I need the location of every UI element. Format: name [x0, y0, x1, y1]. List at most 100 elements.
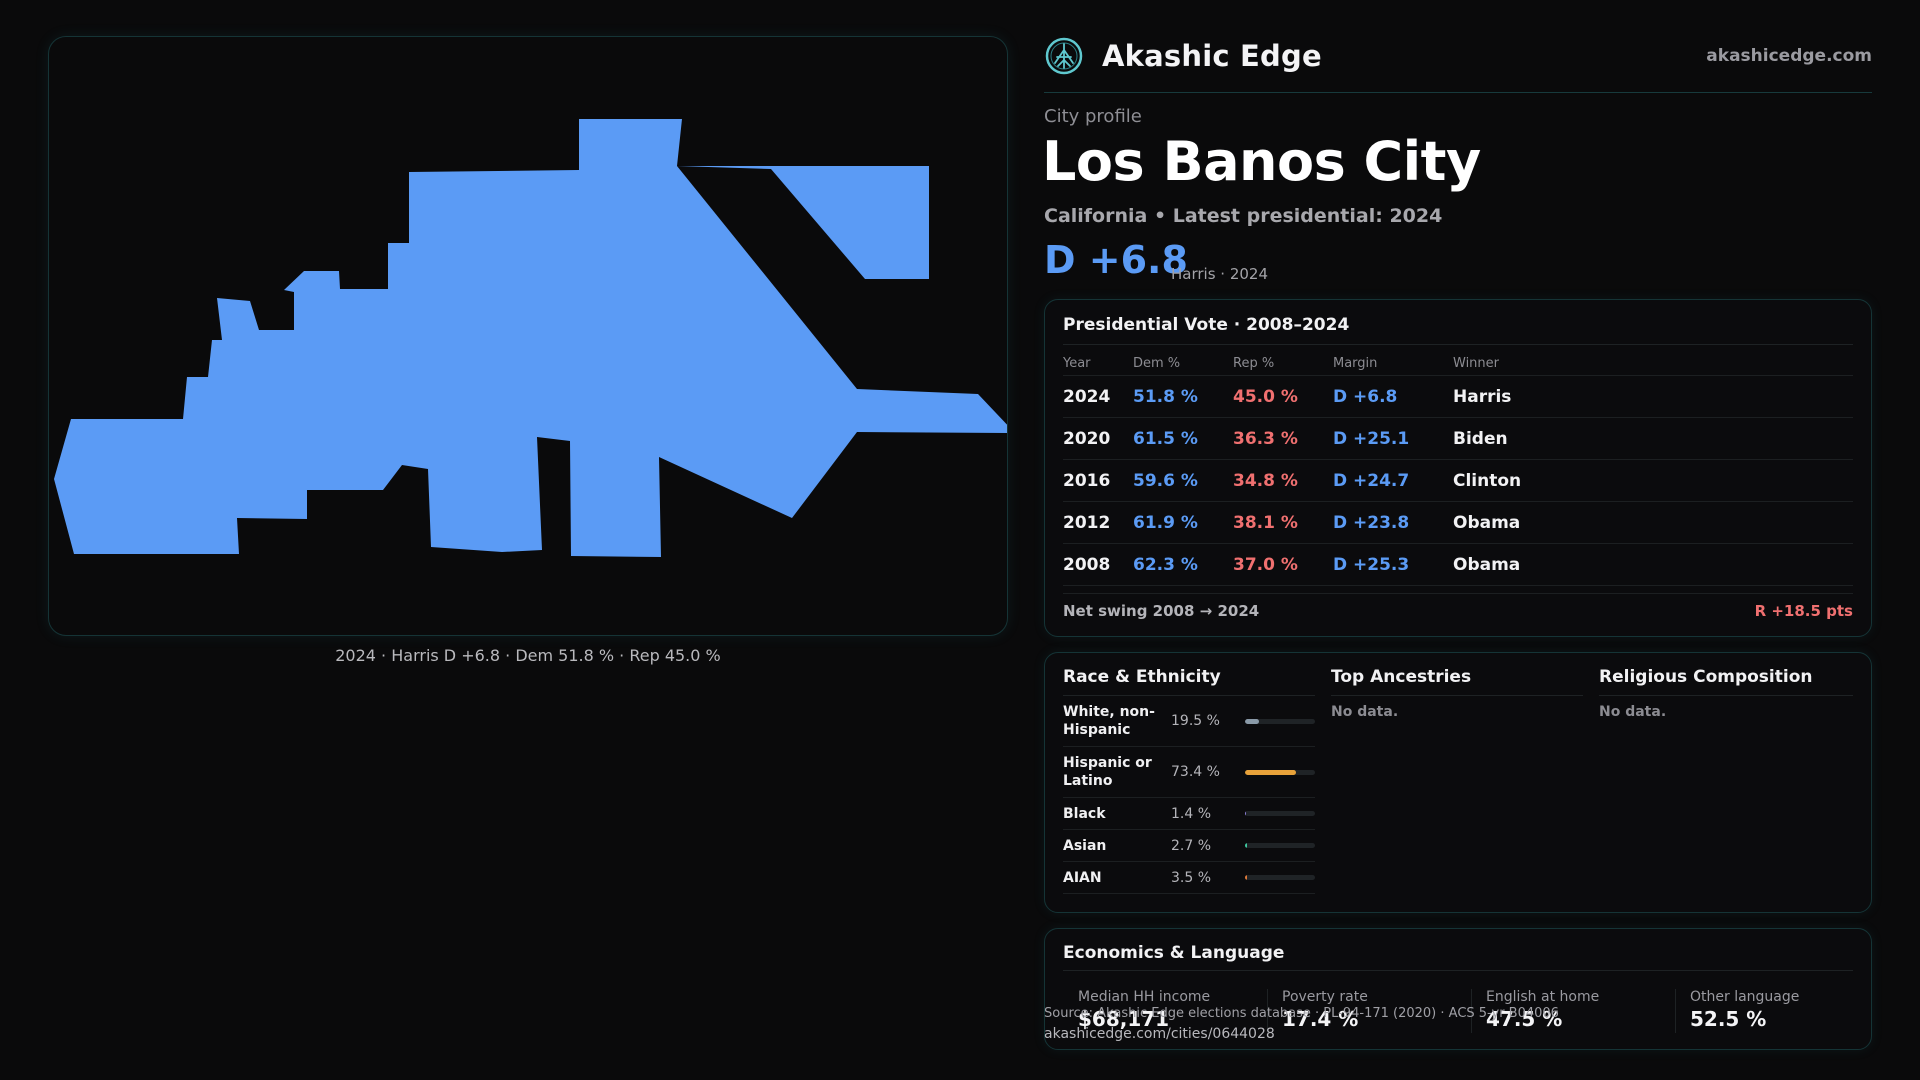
- dem-pct-cell: 61.5 %: [1133, 429, 1198, 449]
- race-pct: 19.5 %: [1171, 713, 1220, 729]
- year-cell: 2020: [1063, 429, 1111, 449]
- column-header-rep[interactable]: Rep %: [1233, 356, 1275, 371]
- winner-cell: Biden: [1453, 429, 1508, 449]
- source-citation: Source: Akashic Edge elections database …: [1044, 1006, 1559, 1021]
- section-divider: [1063, 695, 1315, 696]
- race-label: Black: [1063, 805, 1106, 822]
- table-row[interactable]: 2012 61.9 % 38.1 % D +23.8 Obama: [1063, 502, 1853, 544]
- city-boundary-map[interactable]: [48, 36, 1008, 636]
- year-cell: 2008: [1063, 555, 1111, 575]
- race-bar: [1245, 843, 1315, 848]
- race-pct: 1.4 %: [1171, 805, 1212, 822]
- presidential-vote-table: Year Dem % Rep % Margin Winner 2024 51.8…: [1063, 350, 1853, 586]
- column-header-year[interactable]: Year: [1063, 356, 1091, 371]
- ancestries-title: Top Ancestries: [1331, 667, 1472, 687]
- column-header-winner[interactable]: Winner: [1453, 356, 1500, 371]
- dem-pct-cell: 61.9 %: [1133, 513, 1198, 533]
- year-cell: 2016: [1063, 471, 1111, 491]
- economics-title: Economics & Language: [1063, 943, 1285, 963]
- brand[interactable]: Akashic Edge: [1044, 36, 1322, 76]
- card-divider: [1063, 344, 1853, 345]
- race-ethnicity-title: Race & Ethnicity: [1063, 667, 1221, 687]
- race-label: Asian: [1063, 837, 1107, 854]
- stat-divider: [1675, 989, 1676, 1033]
- map-canvas: [54, 119, 1008, 557]
- presidential-vote-title: Presidential Vote · 2008–2024: [1063, 315, 1350, 335]
- stat-poverty-rate: Poverty rate 17.4 %: [1282, 989, 1368, 1031]
- race-label: Hispanic or Latino: [1063, 755, 1152, 789]
- table-row[interactable]: 2020 61.5 % 36.3 % D +25.1 Biden: [1063, 418, 1853, 460]
- column-header-margin[interactable]: Margin: [1333, 356, 1378, 371]
- race-row-hispanic: Hispanic or Latino 73.4 %: [1063, 747, 1315, 798]
- map-caption: 2024 · Harris D +6.8 · Dem 51.8 % · Rep …: [335, 646, 721, 665]
- race-pct: 73.4 %: [1171, 764, 1220, 780]
- akashic-edge-logo-icon: [1045, 37, 1083, 75]
- margin-cell: D +25.3: [1333, 555, 1410, 575]
- rep-pct-cell: 34.8 %: [1233, 471, 1298, 491]
- winner-cell: Clinton: [1453, 471, 1522, 491]
- winner-cell: Obama: [1453, 513, 1521, 533]
- race-pct: 2.7 %: [1171, 837, 1212, 854]
- stat-value: 52.5 %: [1690, 1007, 1767, 1031]
- winner-cell: Obama: [1453, 555, 1521, 575]
- rep-pct-cell: 38.1 %: [1233, 513, 1298, 533]
- religion-section: Religious Composition No data.: [1599, 667, 1853, 720]
- net-swing-label: Net swing 2008 → 2024: [1063, 602, 1260, 620]
- race-bar: [1245, 769, 1315, 775]
- page-kicker: City profile: [1044, 106, 1142, 127]
- presidential-vote-card: Presidential Vote · 2008–2024 Year Dem %…: [1044, 299, 1872, 637]
- stat-value: 47.5 %: [1486, 1007, 1563, 1031]
- card-divider: [1063, 970, 1853, 971]
- stat-other-language: Other language 52.5 %: [1690, 989, 1799, 1031]
- stat-divider: [1471, 989, 1472, 1033]
- race-bar-fill: [1245, 811, 1247, 816]
- demographics-card: Race & Ethnicity White, non-Hispanic 19.…: [1044, 652, 1872, 913]
- latest-margin-note: Harris · 2024: [1171, 265, 1269, 283]
- latest-margin: D +6.8: [1044, 238, 1188, 282]
- margin-cell: D +25.1: [1333, 429, 1410, 449]
- page-subtitle: California • Latest presidential: 2024: [1044, 205, 1443, 227]
- table-row[interactable]: 2016 59.6 % 34.8 % D +24.7 Clinton: [1063, 460, 1853, 502]
- race-bar: [1245, 811, 1315, 816]
- year-cell: 2012: [1063, 513, 1111, 533]
- race-row-black: Black 1.4 %: [1063, 798, 1315, 830]
- rep-pct-cell: 45.0 %: [1233, 387, 1298, 407]
- column-header-dem[interactable]: Dem %: [1133, 356, 1181, 371]
- site-url-link[interactable]: akashicedge.com: [1706, 46, 1872, 66]
- race-label: AIAN: [1063, 869, 1102, 886]
- dem-pct-cell: 51.8 %: [1133, 387, 1198, 407]
- margin-cell: D +24.7: [1333, 471, 1410, 491]
- brand-name: Akashic Edge: [1102, 39, 1322, 73]
- stat-label: Poverty rate: [1282, 989, 1368, 1005]
- race-bar-fill: [1245, 843, 1247, 848]
- table-row[interactable]: 2008 62.3 % 37.0 % D +25.3 Obama: [1063, 544, 1853, 586]
- header-divider: [1044, 92, 1872, 93]
- stat-english-at-home: English at home 47.5 %: [1486, 989, 1599, 1031]
- religion-title: Religious Composition: [1599, 667, 1813, 687]
- page-url-link[interactable]: akashicedge.com/cities/0644028: [1044, 1026, 1275, 1042]
- race-bar: [1245, 875, 1315, 880]
- dem-pct-cell: 59.6 %: [1133, 471, 1198, 491]
- table-row[interactable]: 2024 51.8 % 45.0 % D +6.8 Harris: [1063, 376, 1853, 418]
- race-ethnicity-section: Race & Ethnicity White, non-Hispanic 19.…: [1063, 667, 1315, 894]
- ancestries-empty-text: No data.: [1331, 704, 1399, 720]
- stat-value: $68,171: [1078, 1007, 1170, 1031]
- city-boundary-shape[interactable]: [54, 119, 1008, 557]
- stat-label: Other language: [1690, 989, 1800, 1005]
- year-cell: 2024: [1063, 387, 1111, 407]
- margin-cell: D +6.8: [1333, 387, 1398, 407]
- race-bar-fill: [1245, 769, 1297, 775]
- race-row-aian: AIAN 3.5 %: [1063, 862, 1315, 894]
- winner-cell: Harris: [1453, 387, 1512, 407]
- race-bar: [1245, 718, 1315, 724]
- rep-pct-cell: 36.3 %: [1233, 429, 1298, 449]
- table-header-row: Year Dem % Rep % Margin Winner: [1063, 350, 1853, 376]
- swing-divider: [1063, 593, 1853, 594]
- stat-label: Median HH income: [1078, 989, 1211, 1005]
- race-label: White, non-Hispanic: [1063, 704, 1155, 738]
- race-row-white: White, non-Hispanic 19.5 %: [1063, 696, 1315, 747]
- stat-value: 17.4 %: [1282, 1007, 1359, 1031]
- page-title: Los Banos City: [1042, 130, 1481, 193]
- race-row-asian: Asian 2.7 %: [1063, 830, 1315, 862]
- stat-label: English at home: [1486, 989, 1600, 1005]
